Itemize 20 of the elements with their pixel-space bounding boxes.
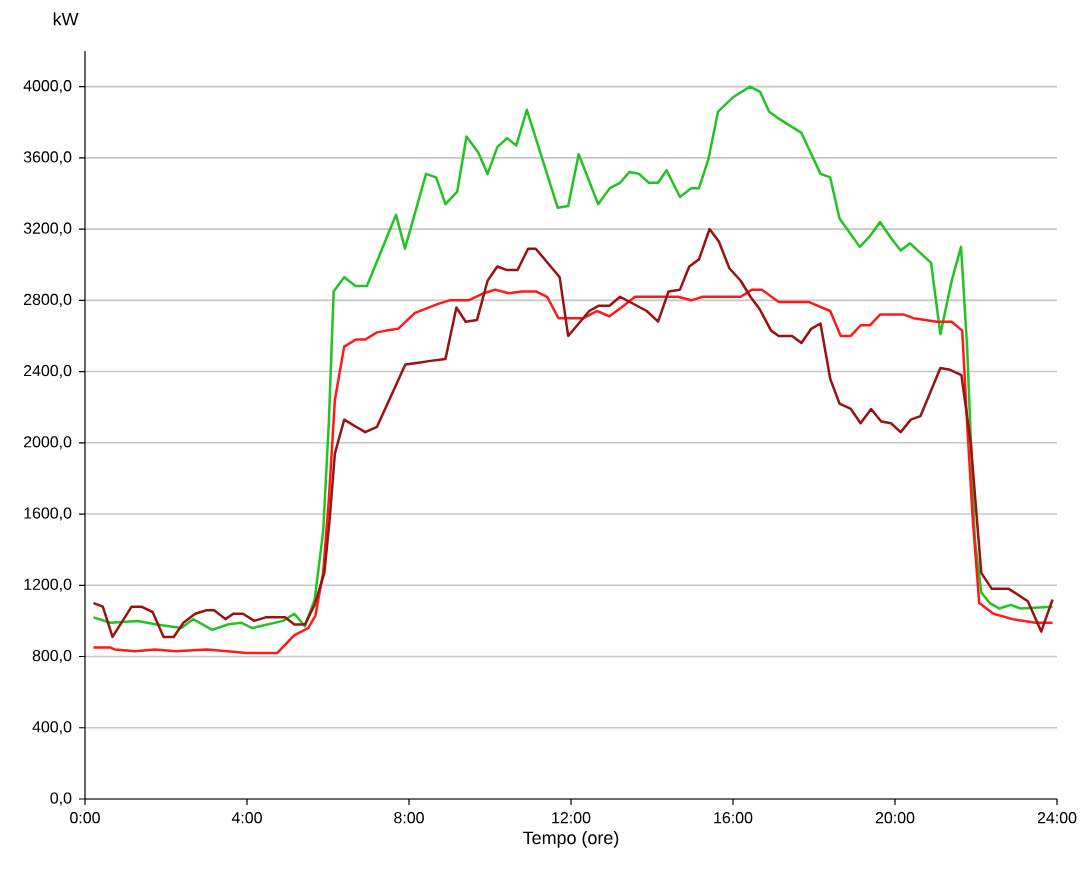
x-tick-label: 20:00 <box>875 812 915 824</box>
y-tick-label: 2400,0 <box>24 364 72 379</box>
y-tick-label: 1600,0 <box>24 507 72 521</box>
x-tick-label: 16:00 <box>714 812 753 824</box>
x-tick-label: 0:00 <box>70 812 100 824</box>
y-tick-label: 3200,0 <box>23 222 72 236</box>
y-tick-label: 800,0 <box>32 649 72 664</box>
y-tick-label: 2000,0 <box>24 436 72 450</box>
y-tick-label: 400,0 <box>32 721 72 735</box>
y-tick-label: 3600,0 <box>23 151 72 165</box>
y-tick-label: 0,0 <box>50 792 72 806</box>
x-tick-label: 8:00 <box>394 812 424 824</box>
x-axis-title: Tempo (ore) <box>523 831 619 848</box>
y-tick-label: 2800,0 <box>24 293 72 307</box>
x-tick-label: 12:00 <box>552 812 591 824</box>
x-tick-label: 4:00 <box>231 812 262 824</box>
x-tick-label: 24:00 <box>1037 812 1077 824</box>
y-tick-label: 4000,0 <box>23 80 72 94</box>
y-tick-label: 1200,0 <box>24 578 72 592</box>
y-axis-title: kW <box>53 12 79 26</box>
